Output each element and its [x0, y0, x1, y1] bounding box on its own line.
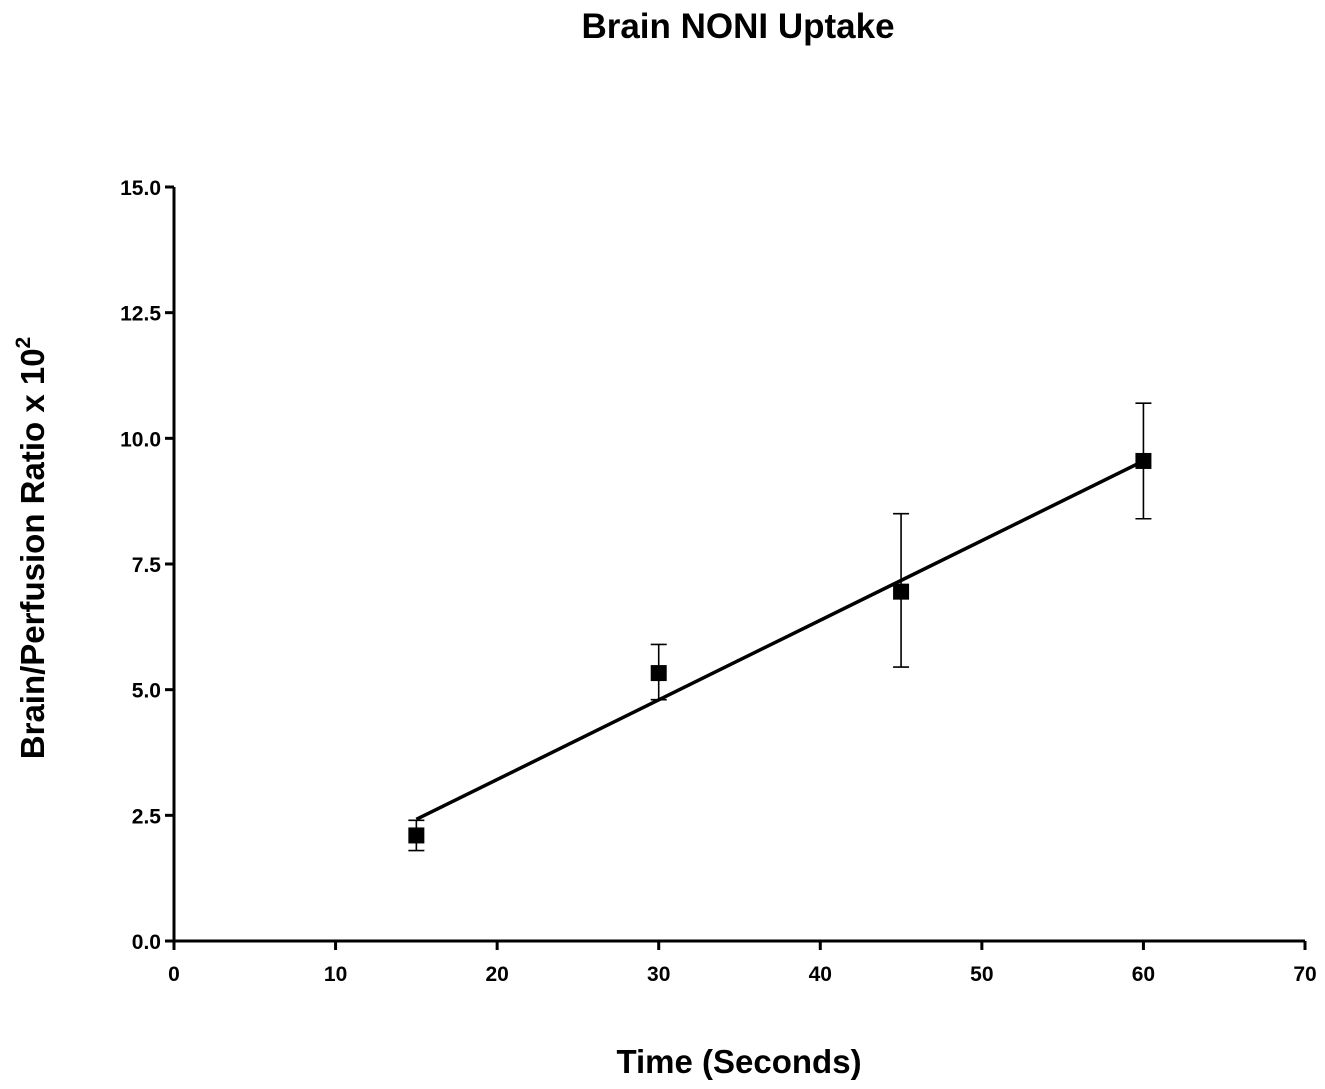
x-tick-label: 50	[970, 963, 993, 986]
y-axis-label-group: Brain/Perfusion Ratio x 102	[12, 337, 51, 759]
y-tick-label: 15.0	[120, 177, 161, 200]
data-point-marker	[408, 827, 425, 844]
x-tick-label: 20	[485, 963, 508, 986]
y-tick-label: 7.5	[132, 554, 162, 577]
data-points	[408, 452, 1152, 844]
data-point-marker	[893, 583, 910, 600]
y-axis-label-main: Brain/Perfusion Ratio x 10	[14, 348, 51, 759]
regression-line	[415, 459, 1145, 821]
chart-title: Brain NONI Uptake	[581, 7, 894, 46]
data-point-marker	[650, 665, 667, 682]
x-tick-label: 0	[168, 963, 180, 986]
x-tick-label: 70	[1293, 963, 1316, 986]
y-tick-label: 10.0	[120, 428, 161, 451]
y-tick-label: 12.5	[120, 303, 161, 326]
y-axis-label: Brain/Perfusion Ratio x 102	[12, 337, 51, 759]
fit-line-layer	[415, 459, 1145, 821]
data-point-marker	[1135, 452, 1152, 469]
x-axis-label: Time (Seconds)	[616, 1043, 861, 1080]
x-tick-label: 10	[324, 963, 347, 986]
y-tick-label: 0.0	[132, 931, 161, 954]
y-tick-label: 2.5	[132, 805, 162, 828]
axes: 0 10 20 30 40 50 60 70 0.0 2.5 5.0 7.5 10.0 12.5 15.0	[120, 177, 1317, 986]
y-tick-label: 5.0	[132, 680, 161, 703]
x-tick-label: 60	[1132, 963, 1155, 986]
y-axis-label-superscript: 2	[12, 337, 35, 349]
x-tick-label: 40	[809, 963, 832, 986]
error-bars	[408, 402, 1152, 852]
x-tick-label: 30	[647, 963, 670, 986]
